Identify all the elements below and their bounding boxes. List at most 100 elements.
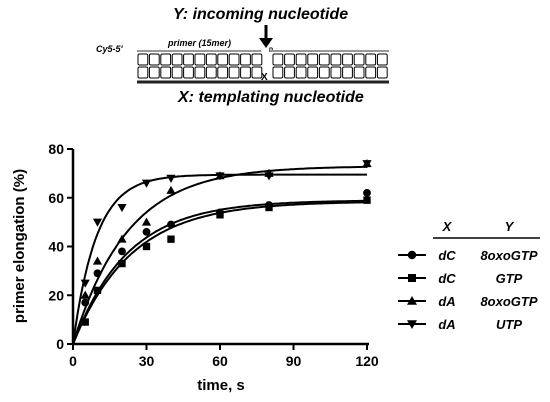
data-point-triangle-up <box>92 256 103 265</box>
y-tick-label: 20 <box>48 287 64 303</box>
data-point-circle <box>118 247 126 256</box>
nucleotide-box <box>148 53 160 66</box>
arrow-down-icon <box>259 25 273 48</box>
data-point-square <box>408 274 416 282</box>
nucleotide-box <box>365 66 377 79</box>
y-tick-label: 40 <box>48 239 64 255</box>
data-point-square <box>167 235 175 243</box>
data-point-circle <box>81 298 90 307</box>
data-point-triangle-down <box>407 320 417 329</box>
fit-curve-triangle-up <box>72 165 367 345</box>
data-point-triangle-down <box>80 279 90 288</box>
data-point-triangle-down <box>264 172 274 181</box>
nucleotide-box <box>284 66 295 79</box>
data-point-triangle-down <box>117 204 127 213</box>
x-axis-title: time, s <box>197 377 245 394</box>
data-point-triangle-up <box>407 296 417 305</box>
nucleotide-box <box>295 66 307 79</box>
fit-curve-square <box>72 201 368 345</box>
x-tick-label: 0 <box>69 353 77 369</box>
y-tick-label: 60 <box>48 190 64 206</box>
nucleotide-boxes <box>137 53 388 79</box>
legend-y-value: UTP <box>496 317 522 332</box>
data-point-square <box>81 318 89 326</box>
nucleotide-box <box>137 66 149 79</box>
data-point-square <box>118 259 126 268</box>
nucleotide-box <box>330 53 342 66</box>
x-ticks: 0 30 60 90 120 <box>69 344 379 369</box>
nucleotide-box <box>251 53 263 66</box>
legend-y-value: 8oxoGTP <box>480 294 537 309</box>
data-point-triangle-down <box>215 172 225 181</box>
y-ticks: 0 20 40 60 80 <box>48 141 73 352</box>
nucleotide-box <box>307 66 319 79</box>
data-point-triangle-up <box>141 217 152 226</box>
nucleotide-box <box>160 53 172 66</box>
legend-row: dC GTP <box>398 271 523 286</box>
data-point-triangle-down <box>141 179 152 188</box>
data-point-square <box>216 211 224 219</box>
data-point-square <box>265 203 273 212</box>
data-point-circle <box>363 188 371 197</box>
nucleotide-box <box>228 53 240 66</box>
y-axis-title: primer elongation (%) <box>11 169 28 323</box>
nucleotide-box <box>183 53 194 66</box>
nucleotide-box <box>228 66 240 79</box>
legend-y-value: GTP <box>496 271 523 286</box>
legend-header-x: X <box>442 219 453 234</box>
nucleotide-box <box>295 53 307 66</box>
data-point-triangle-down <box>166 174 176 183</box>
data-point-triangle-up <box>80 290 90 299</box>
data-point-triangle-up <box>166 185 176 194</box>
x-tick-label: 30 <box>139 353 155 369</box>
legend-rows: dC 8oxoGTP dC GTP dA 8oxoGTP dA UTP <box>398 248 538 332</box>
legend: X Y dC 8oxoGTP dC GTP dA 8oxoGTP dA UTP <box>398 219 540 332</box>
nucleotide-box <box>342 66 353 79</box>
nucleotide-box <box>251 66 263 79</box>
nucleotide-box <box>272 53 284 66</box>
nucleotide-box <box>183 66 194 79</box>
legend-y-value: 8oxoGTP <box>480 248 537 263</box>
x-tick-label: 60 <box>212 353 228 369</box>
nucleotide-box <box>205 53 217 66</box>
data-point-triangle-down <box>92 218 103 227</box>
x-tick-label: 90 <box>286 353 302 369</box>
nucleotide-box <box>217 66 229 79</box>
data-point-circle <box>142 227 151 236</box>
nucleotide-box <box>148 66 160 79</box>
nucleotide-box <box>194 53 206 66</box>
nucleotide-box <box>318 53 330 66</box>
legend-x-value: dC <box>438 271 456 286</box>
legend-x-value: dA <box>438 317 455 332</box>
nucleotide-box <box>240 66 251 79</box>
nucleotide-box <box>171 66 183 79</box>
data-point-square <box>363 196 371 204</box>
nucleotide-box <box>307 53 319 66</box>
legend-x-value: dA <box>438 294 455 309</box>
nucleotide-box <box>365 53 377 66</box>
nucleotide-box <box>284 53 295 66</box>
nucleotide-box <box>217 53 229 66</box>
chart: 0 20 40 60 80 0 30 60 90 120 time, s primer elon… <box>11 141 379 394</box>
cy5-label: Cy5-5' <box>96 44 124 54</box>
nucleotide-box <box>318 66 330 79</box>
data-point-circle <box>93 269 102 278</box>
nucleotide-box <box>240 53 251 66</box>
legend-row: dA UTP <box>398 317 522 332</box>
nucleotide-box <box>137 53 149 66</box>
legend-row: dC 8oxoGTP <box>398 248 538 263</box>
nucleotide-box <box>272 66 284 79</box>
data-point-triangle-down <box>362 160 372 169</box>
incoming-nucleotide-title: Y: incoming nucleotide <box>173 6 348 23</box>
substrate-schematic: Y: incoming nucleotide Cy5-5' primer (15… <box>96 6 389 106</box>
templating-mark: X <box>261 72 268 83</box>
nucleotide-box <box>160 66 172 79</box>
legend-row: dA 8oxoGTP <box>398 294 538 309</box>
nucleotide-box <box>205 66 217 79</box>
templating-nucleotide-title: X: templating nucleotide <box>177 89 364 106</box>
data-point-triangle-up <box>117 234 127 243</box>
nucleotide-box <box>353 53 365 66</box>
data-point-square <box>142 242 151 251</box>
nucleotide-box <box>342 53 353 66</box>
